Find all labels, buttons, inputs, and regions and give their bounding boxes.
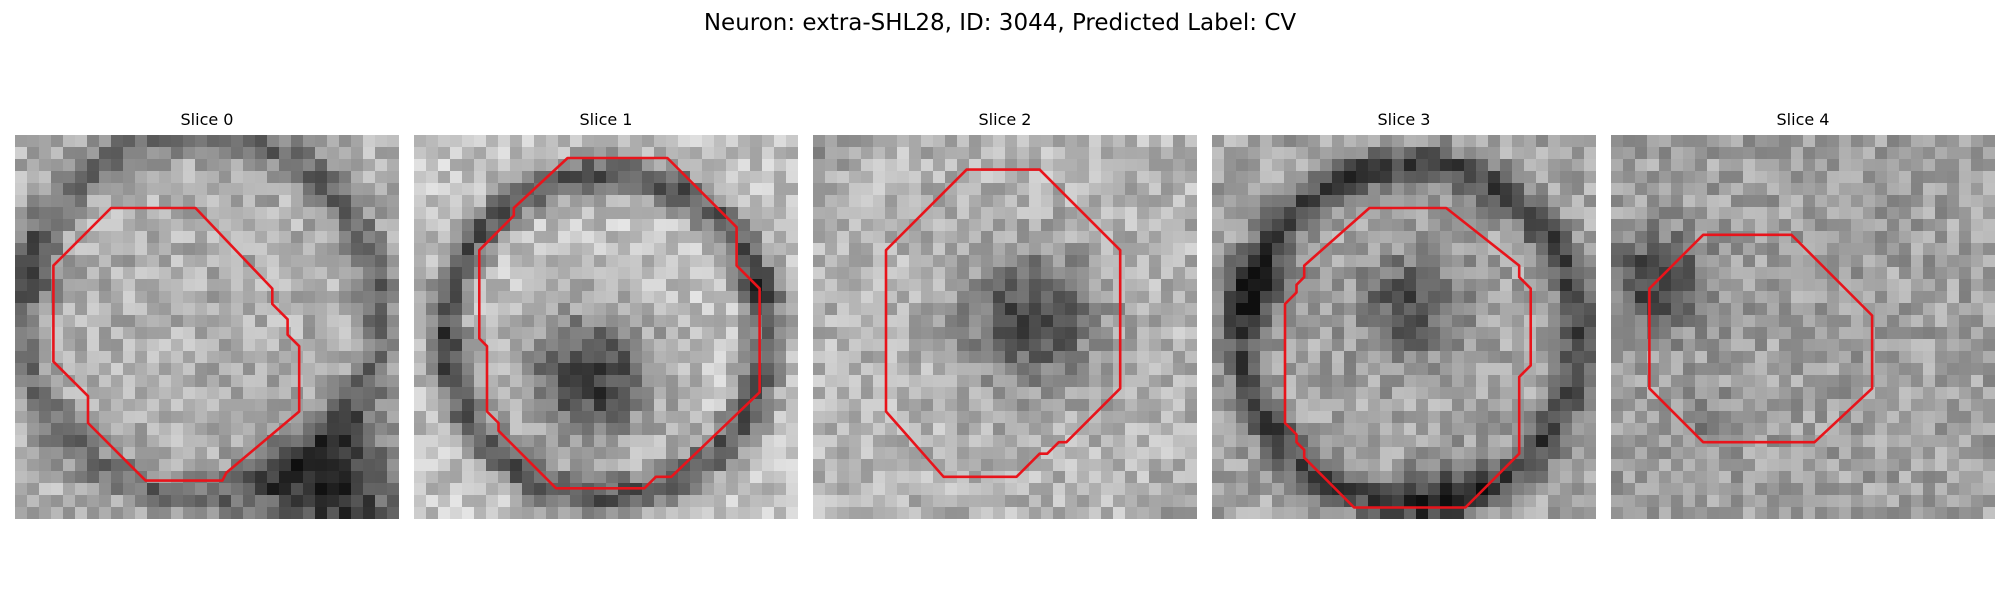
roi-outline xyxy=(884,168,1122,479)
figure-title: Neuron: extra-SHL28, ID: 3044, Predicted… xyxy=(703,10,1297,36)
slice-image xyxy=(414,135,798,519)
roi-outline xyxy=(52,206,301,482)
roi-outline xyxy=(478,156,761,490)
roi-outline xyxy=(1648,233,1874,444)
slice-title: Slice 4 xyxy=(1776,110,1830,129)
slice-image xyxy=(813,135,1197,519)
microscopy-slice xyxy=(813,135,1197,519)
microscopy-slice xyxy=(1212,135,1596,519)
microscopy-slice xyxy=(15,135,399,519)
microscopy-slice xyxy=(414,135,798,519)
slice-image xyxy=(15,135,399,519)
slice-image xyxy=(1611,135,1995,519)
slice-title: Slice 1 xyxy=(579,110,633,129)
roi-outline xyxy=(1283,206,1533,509)
slice-title: Slice 0 xyxy=(180,110,234,129)
slice-title: Slice 2 xyxy=(978,110,1032,129)
slice-title: Slice 3 xyxy=(1377,110,1431,129)
slice-image xyxy=(1212,135,1596,519)
microscopy-slice xyxy=(1611,135,1995,519)
